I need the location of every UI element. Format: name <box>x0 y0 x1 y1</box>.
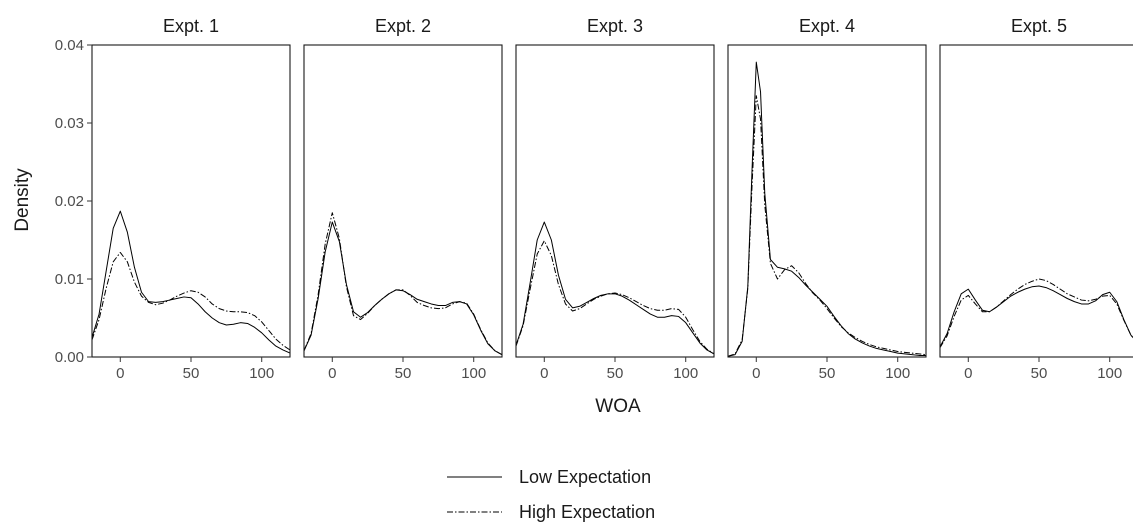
panel-expt-5: Expt. 5 0 50 100 <box>939 16 1133 382</box>
x-tick-label: 100 <box>1097 365 1122 382</box>
y-tick-label: 0.03 <box>55 115 84 132</box>
x-tick-label: 0 <box>328 365 336 382</box>
legend-label-high-expectation: High Expectation <box>519 502 655 522</box>
x-tick-label: 50 <box>395 365 412 382</box>
density-curve-high-expectation <box>728 95 926 357</box>
density-curve-high-expectation <box>92 251 290 351</box>
panel-border <box>727 44 927 358</box>
x-tick-label: 100 <box>885 365 910 382</box>
panel-title: Expt. 5 <box>1011 16 1067 36</box>
y-axis-title: Density <box>12 168 33 232</box>
panel-expt-3: Expt. 3 0 50 100 <box>515 16 715 382</box>
x-tick-label: 100 <box>249 365 274 382</box>
x-tick-label: 0 <box>964 365 972 382</box>
x-tick-label: 100 <box>461 365 486 382</box>
x-tick-label: 50 <box>819 365 836 382</box>
y-tick-label: 0.01 <box>55 271 84 288</box>
legend-label-low-expectation: Low Expectation <box>519 467 651 487</box>
density-curve-high-expectation <box>940 278 1133 348</box>
density-curve-high-expectation <box>516 240 714 355</box>
y-tick-label: 0.04 <box>55 37 84 54</box>
x-tick-label: 0 <box>540 365 548 382</box>
y-tick-label: 0.02 <box>55 193 84 210</box>
density-curve-low-expectation <box>92 210 290 354</box>
panel-border <box>303 44 503 358</box>
panel-expt-1: Expt. 1 0 50 100 <box>91 16 291 382</box>
density-curve-low-expectation <box>516 221 714 355</box>
density-curve-low-expectation <box>940 285 1133 348</box>
panel-border <box>91 44 291 358</box>
panel-title: Expt. 4 <box>799 16 855 36</box>
panel-border <box>515 44 715 358</box>
legend: Low Expectation High Expectation <box>447 467 655 522</box>
y-axis: 0.00 0.01 0.02 0.03 0.04 <box>55 37 92 366</box>
panel-expt-4: Expt. 4 0 50 100 <box>727 16 927 382</box>
density-curve-high-expectation <box>304 212 502 356</box>
panel-title: Expt. 3 <box>587 16 643 36</box>
panel-expt-2: Expt. 2 0 50 100 <box>303 16 503 382</box>
panel-title: Expt. 1 <box>163 16 219 36</box>
panel-border <box>939 44 1133 358</box>
density-curve-low-expectation <box>304 221 502 356</box>
x-tick-label: 50 <box>1031 365 1048 382</box>
x-axis-title: WOA <box>595 396 641 417</box>
x-tick-label: 100 <box>673 365 698 382</box>
x-tick-label: 50 <box>183 365 200 382</box>
panel-title: Expt. 2 <box>375 16 431 36</box>
y-tick-label: 0.00 <box>55 349 84 366</box>
x-tick-label: 50 <box>607 365 624 382</box>
density-curve-low-expectation <box>728 61 926 357</box>
x-tick-label: 0 <box>116 365 124 382</box>
x-tick-label: 0 <box>752 365 760 382</box>
